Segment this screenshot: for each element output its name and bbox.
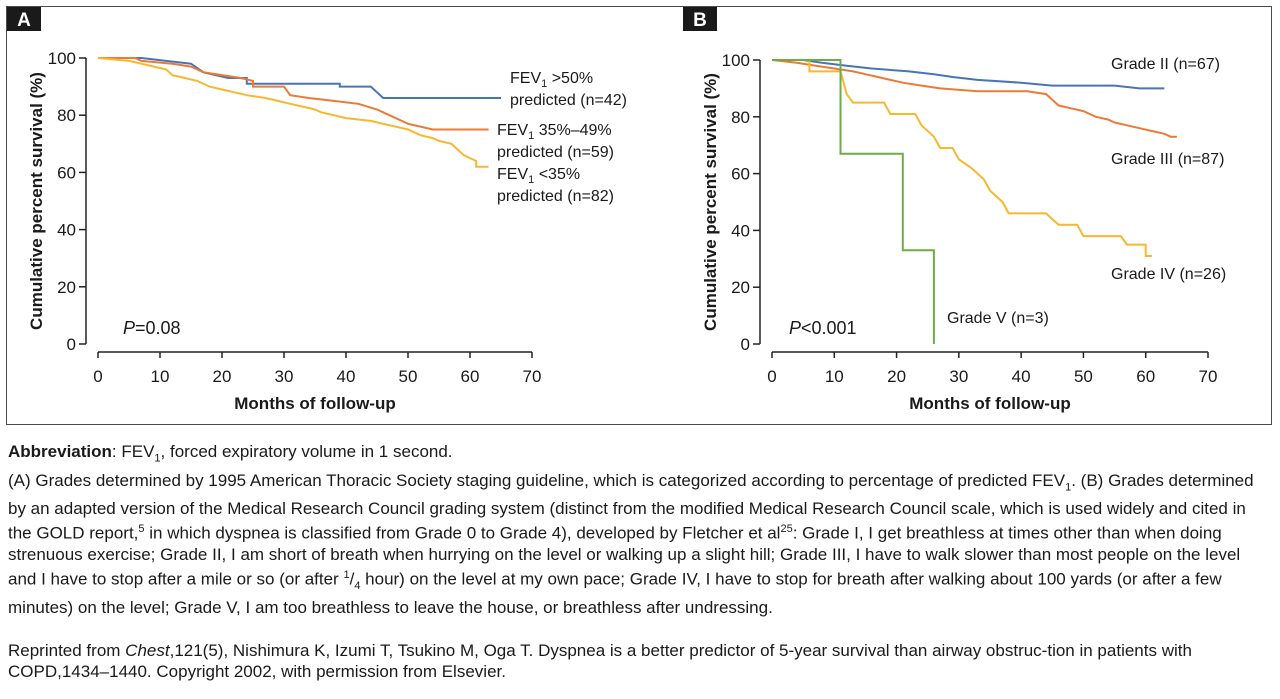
series-label-fev: FEV (510, 70, 541, 87)
series-label-line-2: predicted (n=82) (497, 188, 614, 205)
x-tick-label: 50 (399, 367, 418, 386)
x-tick-label: 0 (767, 367, 776, 386)
x-tick-label: 20 (887, 367, 906, 386)
fraction-numerator: 1 (343, 569, 350, 582)
fraction-denominator: 4 (354, 580, 361, 593)
x-tick-label: 40 (337, 367, 356, 386)
grades-text-3: in which dyspnea is classified from Grad… (144, 524, 781, 544)
abbreviation-label: Abbreviation (8, 442, 112, 461)
reprint-text-1: Reprinted from (8, 641, 126, 660)
fraction-separator: / (349, 569, 355, 589)
series-label-threshold: >50% (547, 70, 593, 87)
series-line (772, 59, 935, 344)
y-tick-label: 60 (57, 163, 76, 182)
series-line (98, 57, 501, 99)
y-tick-label: 40 (57, 221, 76, 240)
grades-sub-1: 1 (1065, 481, 1072, 494)
p-value-symbol: P (789, 318, 801, 338)
abbreviation-sub: 1 (154, 452, 161, 465)
x-axis-title: Months of follow-up (909, 394, 1070, 413)
series-label-fev: FEV (497, 122, 528, 139)
series-label-line-1: FEV1 <35% (497, 166, 580, 186)
y-tick-label: 80 (731, 108, 750, 127)
p-value-annotation: P<0.001 (789, 318, 857, 338)
grades-text-4: : Grade I, I get breathless at times oth… (8, 524, 1241, 589)
x-tick-label: 70 (1199, 367, 1218, 386)
series-label-fev: FEV (497, 166, 528, 183)
p-value-symbol: P (123, 318, 135, 338)
chart-panel-b: B 0 10 20 30 40 50 60 70 0 20 40 60 80 100 Months of fo… (683, 7, 1226, 413)
x-tick-label: 20 (213, 367, 232, 386)
abbreviation-caption: Abbreviation: FEV1, forced expiratory vo… (8, 441, 1270, 469)
x-tick-label: 40 (1012, 367, 1031, 386)
y-tick-label: 0 (67, 335, 76, 354)
series-label: Grade III (n=87) (1111, 151, 1224, 168)
series-label-subscript: 1 (528, 130, 534, 142)
figure-frame: A 0 10 20 30 40 50 60 70 0 20 40 60 80 100 Months of fo… (6, 6, 1272, 425)
y-tick-label: 0 (741, 335, 750, 354)
reprint-text-2: ,121(5), Nishimura K, Izumi T, Tsukino M… (8, 641, 1192, 681)
p-value-annotation: P=0.08 (123, 318, 181, 338)
series-line (771, 59, 1177, 138)
panel-letter: A (17, 10, 31, 31)
abbreviation-text-pre: : FEV (111, 442, 155, 461)
abbreviation-text-post: , forced expiratory volume in 1 second. (160, 442, 453, 461)
x-tick-label: 10 (151, 367, 170, 386)
grades-caption: (A) Grades determined by 1995 American T… (8, 470, 1270, 618)
y-tick-label: 40 (731, 221, 750, 240)
series-line (772, 59, 1152, 257)
series-label-subscript: 1 (541, 78, 547, 90)
grades-text-2: . (B) Grades determined by an adapted ve… (8, 471, 1254, 544)
x-tick-label: 60 (1136, 367, 1155, 386)
y-tick-label: 20 (57, 278, 76, 297)
grades-sup-2: 25 (780, 523, 793, 536)
p-value-number: =0.08 (135, 318, 181, 338)
reprint-journal: Chest (125, 641, 170, 660)
x-tick-label: 60 (461, 367, 480, 386)
panel-letter: B (693, 10, 707, 31)
x-tick-label: 50 (1074, 367, 1093, 386)
y-tick-label: 20 (731, 278, 750, 297)
y-tick-label: 80 (57, 106, 76, 125)
x-tick-label: 10 (825, 367, 844, 386)
series-label-threshold: <35% (534, 166, 580, 183)
panel-badge (683, 7, 717, 31)
series-label-line-1: FEV1 >50% (510, 70, 593, 90)
y-axis-title: Cumulative percent survival (%) (701, 73, 720, 331)
x-tick-label: 30 (949, 367, 968, 386)
x-tick-label: 0 (93, 367, 102, 386)
series-line (772, 59, 1165, 90)
series-label: Grade V (n=3) (947, 310, 1049, 327)
series-label-line-1: FEV1 35%–49% (497, 122, 612, 142)
series-label-threshold: 35%–49% (534, 122, 611, 139)
y-tick-label: 60 (731, 165, 750, 184)
grades-sup-1: 5 (138, 523, 145, 536)
series-line (98, 57, 489, 131)
series-label-line-2: predicted (n=59) (497, 144, 614, 161)
panel-badge (7, 7, 41, 31)
p-value-number: <0.001 (801, 318, 857, 338)
y-tick-label: 100 (48, 49, 76, 68)
x-axis-title: Months of follow-up (234, 394, 395, 413)
series-line (97, 57, 489, 168)
chart-panel-a: A 0 10 20 30 40 50 60 70 0 20 40 60 80 100 Months of fo… (7, 7, 627, 413)
grades-text-5: hour) on the level at my own pace; Grade… (8, 569, 1222, 618)
series-label: Grade II (n=67) (1111, 56, 1220, 73)
x-tick-label: 30 (275, 367, 294, 386)
series-label-line-2: predicted (n=42) (510, 92, 627, 109)
y-axis-title: Cumulative percent survival (%) (27, 72, 46, 330)
y-tick-label: 100 (722, 51, 750, 70)
reprint-caption: Reprinted from Chest,121(5), Nishimura K… (8, 640, 1270, 682)
series-label-subscript: 1 (528, 174, 534, 186)
grades-text-1: (A) Grades determined by 1995 American T… (8, 471, 1066, 490)
series-label: Grade IV (n=26) (1111, 266, 1226, 283)
x-tick-label: 70 (523, 367, 542, 386)
